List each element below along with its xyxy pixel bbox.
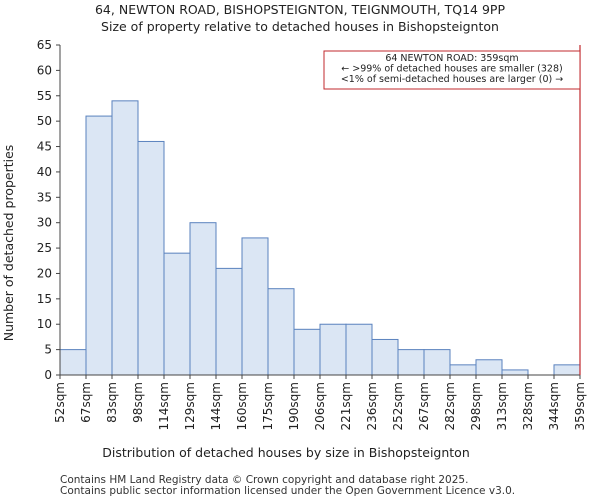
- footer-line-1: Contains HM Land Registry data © Crown c…: [60, 474, 468, 486]
- annotation-line-2: ← >99% of detached houses are smaller (3…: [341, 64, 562, 75]
- bar-236sqm: [371, 338, 399, 376]
- x-axis: 52sqm 67sqm 83sqm 98sqm 114sqm 129sqm 144sqm 16…: [53, 374, 587, 430]
- chart-title: 64, NEWTON ROAD, BISHOPSTEIGNTON, TEIGNM…: [95, 2, 505, 17]
- annotation-line-1: 64 NEWTON ROAD: 359sqm: [385, 53, 518, 64]
- x-tick-label: 206sqm: [313, 382, 327, 430]
- bar-175sqm: [267, 288, 295, 376]
- x-tick-label: 83sqm: [105, 382, 119, 423]
- y-tick-label: 15: [37, 292, 52, 306]
- bar-67sqm: [85, 115, 113, 376]
- x-tick-label: 52sqm: [53, 382, 67, 423]
- bar-313sqm: [501, 369, 529, 376]
- x-tick-label: 129sqm: [183, 382, 197, 430]
- x-tick-label: 98sqm: [131, 382, 145, 423]
- y-tick-label: 10: [37, 317, 52, 331]
- y-tick-label: 20: [37, 266, 52, 280]
- x-tick-label: 359sqm: [573, 382, 587, 430]
- bar-98sqm: [137, 140, 165, 376]
- y-tick-label: 55: [37, 89, 52, 103]
- y-tick-label: 30: [37, 216, 52, 230]
- x-tick-label: 236sqm: [365, 382, 379, 430]
- bar-52sqm: [59, 349, 87, 376]
- bar-298sqm: [475, 359, 503, 376]
- annotation-box: [323, 50, 581, 90]
- x-tick-label: 67sqm: [79, 382, 93, 423]
- y-tick-label: 60: [37, 63, 52, 77]
- property-marker: 64 NEWTON ROAD: 359sqm← >99% of detached…: [323, 45, 581, 375]
- bar-344sqm: [553, 364, 581, 376]
- x-axis-label: Distribution of detached houses by size …: [102, 445, 470, 460]
- x-tick-label: 298sqm: [469, 382, 483, 430]
- bar-114sqm: [163, 252, 191, 376]
- x-tick-label: 190sqm: [287, 382, 301, 430]
- bar-144sqm: [215, 267, 243, 376]
- x-tick-label: 175sqm: [261, 382, 275, 430]
- bar-282sqm: [449, 364, 477, 376]
- bar-221sqm: [345, 323, 373, 376]
- x-tick-label: 114sqm: [157, 382, 171, 430]
- y-tick-label: 45: [37, 140, 52, 154]
- bar-252sqm: [397, 349, 425, 376]
- x-tick-label: 144sqm: [209, 382, 223, 430]
- bar-206sqm: [319, 323, 347, 376]
- x-tick-label: 267sqm: [417, 382, 431, 430]
- y-tick-label: 50: [37, 114, 52, 128]
- x-tick-label: 313sqm: [495, 382, 509, 430]
- y-tick-label: 35: [37, 190, 52, 204]
- chart-subtitle: Size of property relative to detached ho…: [101, 19, 499, 34]
- y-axis: 0 5 10 15 20 25 30 35 40 45 50 55 60 65: [37, 38, 61, 382]
- y-tick-label: 5: [44, 343, 52, 357]
- annotation-line-3: <1% of semi-detached houses are larger (…: [341, 74, 563, 85]
- y-tick-label: 25: [37, 241, 52, 255]
- bar-160sqm: [241, 237, 269, 376]
- y-tick-label: 40: [37, 165, 52, 179]
- x-tick-label: 160sqm: [235, 382, 249, 430]
- x-tick-label: 221sqm: [339, 382, 353, 430]
- y-tick-label: 0: [44, 368, 52, 382]
- x-tick-label: 344sqm: [547, 382, 561, 430]
- footer-line-2: Contains public sector information licen…: [60, 485, 515, 497]
- bar-267sqm: [423, 349, 451, 376]
- x-tick-label: 282sqm: [443, 382, 457, 430]
- bar-129sqm: [189, 222, 217, 376]
- y-tick-label: 65: [37, 38, 52, 52]
- x-tick-label: 252sqm: [391, 382, 405, 430]
- y-axis-label: Number of detached properties: [1, 145, 16, 342]
- bar-83sqm: [111, 100, 139, 376]
- bar-190sqm: [293, 328, 321, 376]
- x-tick-label: 328sqm: [521, 382, 535, 430]
- bars-group: [59, 100, 581, 376]
